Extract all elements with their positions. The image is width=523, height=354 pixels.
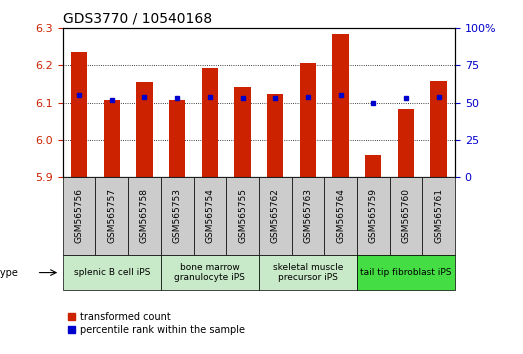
Bar bbox=[202, 68, 218, 177]
Bar bbox=[234, 87, 251, 177]
Bar bbox=[357, 255, 455, 290]
Text: GSM565760: GSM565760 bbox=[402, 188, 411, 244]
Bar bbox=[169, 100, 185, 177]
Text: GSM565759: GSM565759 bbox=[369, 188, 378, 244]
Text: bone marrow
granulocyte iPS: bone marrow granulocyte iPS bbox=[174, 263, 245, 282]
Bar bbox=[128, 177, 161, 255]
Bar bbox=[398, 109, 414, 177]
Bar bbox=[63, 255, 161, 290]
Text: GSM565762: GSM565762 bbox=[271, 188, 280, 244]
Bar bbox=[300, 63, 316, 177]
Bar bbox=[430, 81, 447, 177]
Bar bbox=[259, 255, 357, 290]
Text: GSM565754: GSM565754 bbox=[206, 188, 214, 244]
Bar bbox=[423, 177, 455, 255]
Bar bbox=[292, 177, 324, 255]
Bar bbox=[137, 82, 153, 177]
Text: GSM565764: GSM565764 bbox=[336, 188, 345, 244]
Bar bbox=[161, 255, 259, 290]
Bar bbox=[226, 177, 259, 255]
Text: GSM565757: GSM565757 bbox=[107, 188, 116, 244]
Text: GSM565753: GSM565753 bbox=[173, 188, 181, 244]
Text: skeletal muscle
precursor iPS: skeletal muscle precursor iPS bbox=[272, 263, 343, 282]
Bar bbox=[390, 177, 423, 255]
Bar bbox=[194, 177, 226, 255]
Text: splenic B cell iPS: splenic B cell iPS bbox=[74, 268, 150, 277]
Bar bbox=[357, 177, 390, 255]
Text: tail tip fibroblast iPS: tail tip fibroblast iPS bbox=[360, 268, 452, 277]
Bar bbox=[104, 100, 120, 177]
Bar bbox=[95, 177, 128, 255]
Text: GSM565755: GSM565755 bbox=[238, 188, 247, 244]
Text: cell type: cell type bbox=[0, 268, 18, 278]
Text: GSM565763: GSM565763 bbox=[303, 188, 312, 244]
Text: GSM565761: GSM565761 bbox=[434, 188, 443, 244]
Bar bbox=[259, 177, 292, 255]
Bar bbox=[333, 34, 349, 177]
Text: GSM565756: GSM565756 bbox=[75, 188, 84, 244]
Text: GDS3770 / 10540168: GDS3770 / 10540168 bbox=[63, 12, 212, 26]
Bar bbox=[324, 177, 357, 255]
Bar bbox=[161, 177, 194, 255]
Bar bbox=[71, 52, 87, 177]
Bar bbox=[63, 177, 95, 255]
Text: GSM565758: GSM565758 bbox=[140, 188, 149, 244]
Bar bbox=[365, 155, 381, 177]
Legend: transformed count, percentile rank within the sample: transformed count, percentile rank withi… bbox=[67, 312, 245, 335]
Bar bbox=[267, 95, 283, 177]
